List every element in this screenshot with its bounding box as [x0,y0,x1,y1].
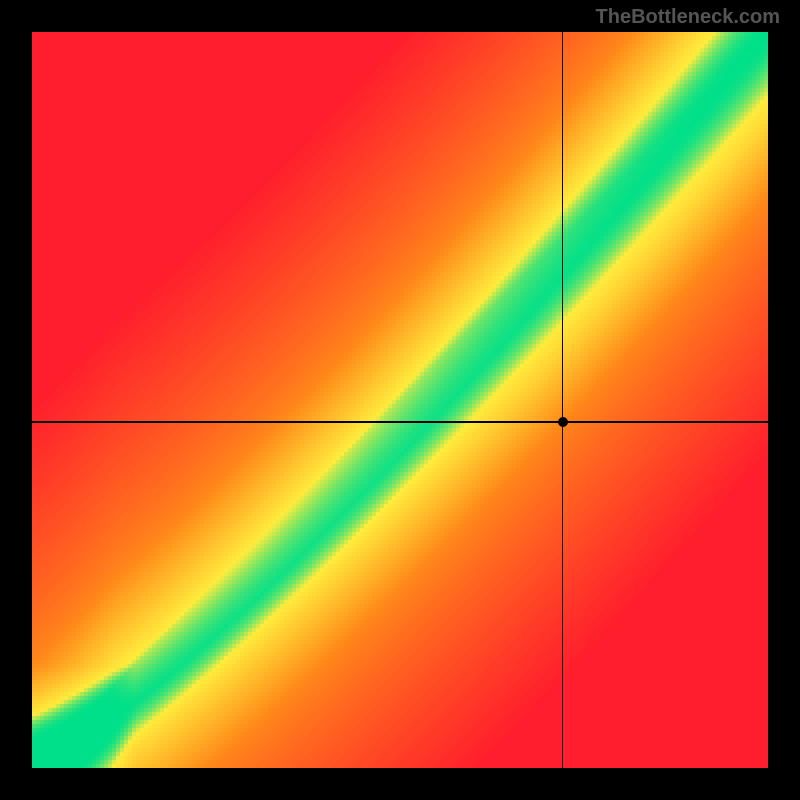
crosshair-horizontal [32,421,768,423]
heatmap-plot [32,32,768,768]
crosshair-vertical [562,32,564,768]
watermark-text: TheBottleneck.com [596,6,780,29]
crosshair-marker-dot [558,417,568,427]
heatmap-canvas [32,32,768,768]
